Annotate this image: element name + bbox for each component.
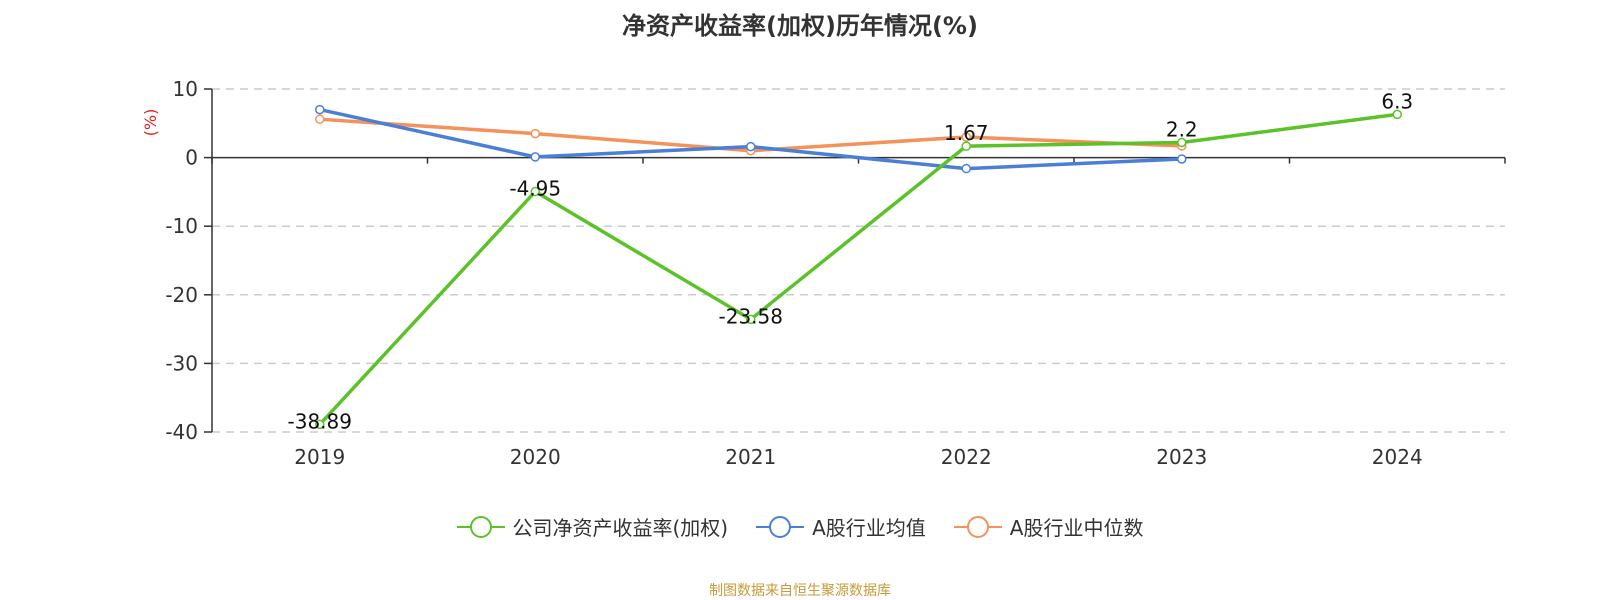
x-tick-label: 2021	[725, 445, 776, 469]
legend-item: A股行业中位数	[953, 512, 1144, 541]
x-tick-label: 2020	[510, 445, 561, 469]
legend-item: A股行业均值	[756, 512, 926, 541]
data-point	[961, 163, 971, 174]
data-point	[961, 141, 971, 151]
x-tick-label: 2022	[941, 445, 992, 469]
data-point	[746, 314, 756, 325]
y-tick-label: -40	[165, 420, 198, 444]
data-point	[315, 114, 325, 124]
data-label: 6.3	[1381, 89, 1413, 113]
y-tick-label: -30	[165, 351, 198, 375]
data-point	[315, 104, 325, 115]
data-point	[1392, 109, 1402, 120]
legend-swatch	[953, 515, 1002, 538]
legend-label: A股行业中位数	[1009, 516, 1144, 540]
series-line	[318, 112, 1398, 426]
x-tick-label: 2023	[1156, 445, 1207, 469]
data-point	[530, 128, 540, 139]
legend-swatch	[456, 515, 505, 538]
data-point	[1177, 137, 1187, 148]
x-tick-label: 2024	[1372, 445, 1423, 469]
legend: 公司净资产收益率(加权) A股行业均值 A股行业中位数	[0, 512, 1600, 541]
legend-label: A股行业均值	[812, 516, 926, 540]
data-point	[315, 419, 325, 430]
data-point	[961, 132, 971, 142]
y-axis-label: (%)	[141, 109, 160, 137]
legend-swatch	[756, 515, 805, 538]
x-tick-label: 2019	[294, 445, 345, 469]
y-tick-label: -10	[165, 214, 198, 238]
data-label: -38.89	[288, 409, 352, 433]
y-tick-label: 10	[173, 77, 198, 101]
y-tick-label: -20	[165, 283, 198, 307]
data-point	[530, 152, 540, 162]
data-point	[746, 141, 756, 152]
data-point	[1177, 154, 1187, 164]
data-label: 2.2	[1166, 118, 1198, 142]
data-label: 1.67	[944, 121, 989, 145]
data-label: -23.58	[719, 304, 783, 328]
data-point	[530, 186, 540, 197]
legend-item: 公司净资产收益率(加权)	[456, 512, 729, 541]
y-tick-label: 0	[185, 146, 198, 170]
chart-title: 净资产收益率(加权)历年情况(%)	[622, 12, 978, 40]
data-label: -4.95	[509, 177, 561, 201]
source-note: 制图数据来自恒生聚源数据库	[709, 583, 891, 599]
legend-label: 公司净资产收益率(加权)	[512, 516, 729, 540]
